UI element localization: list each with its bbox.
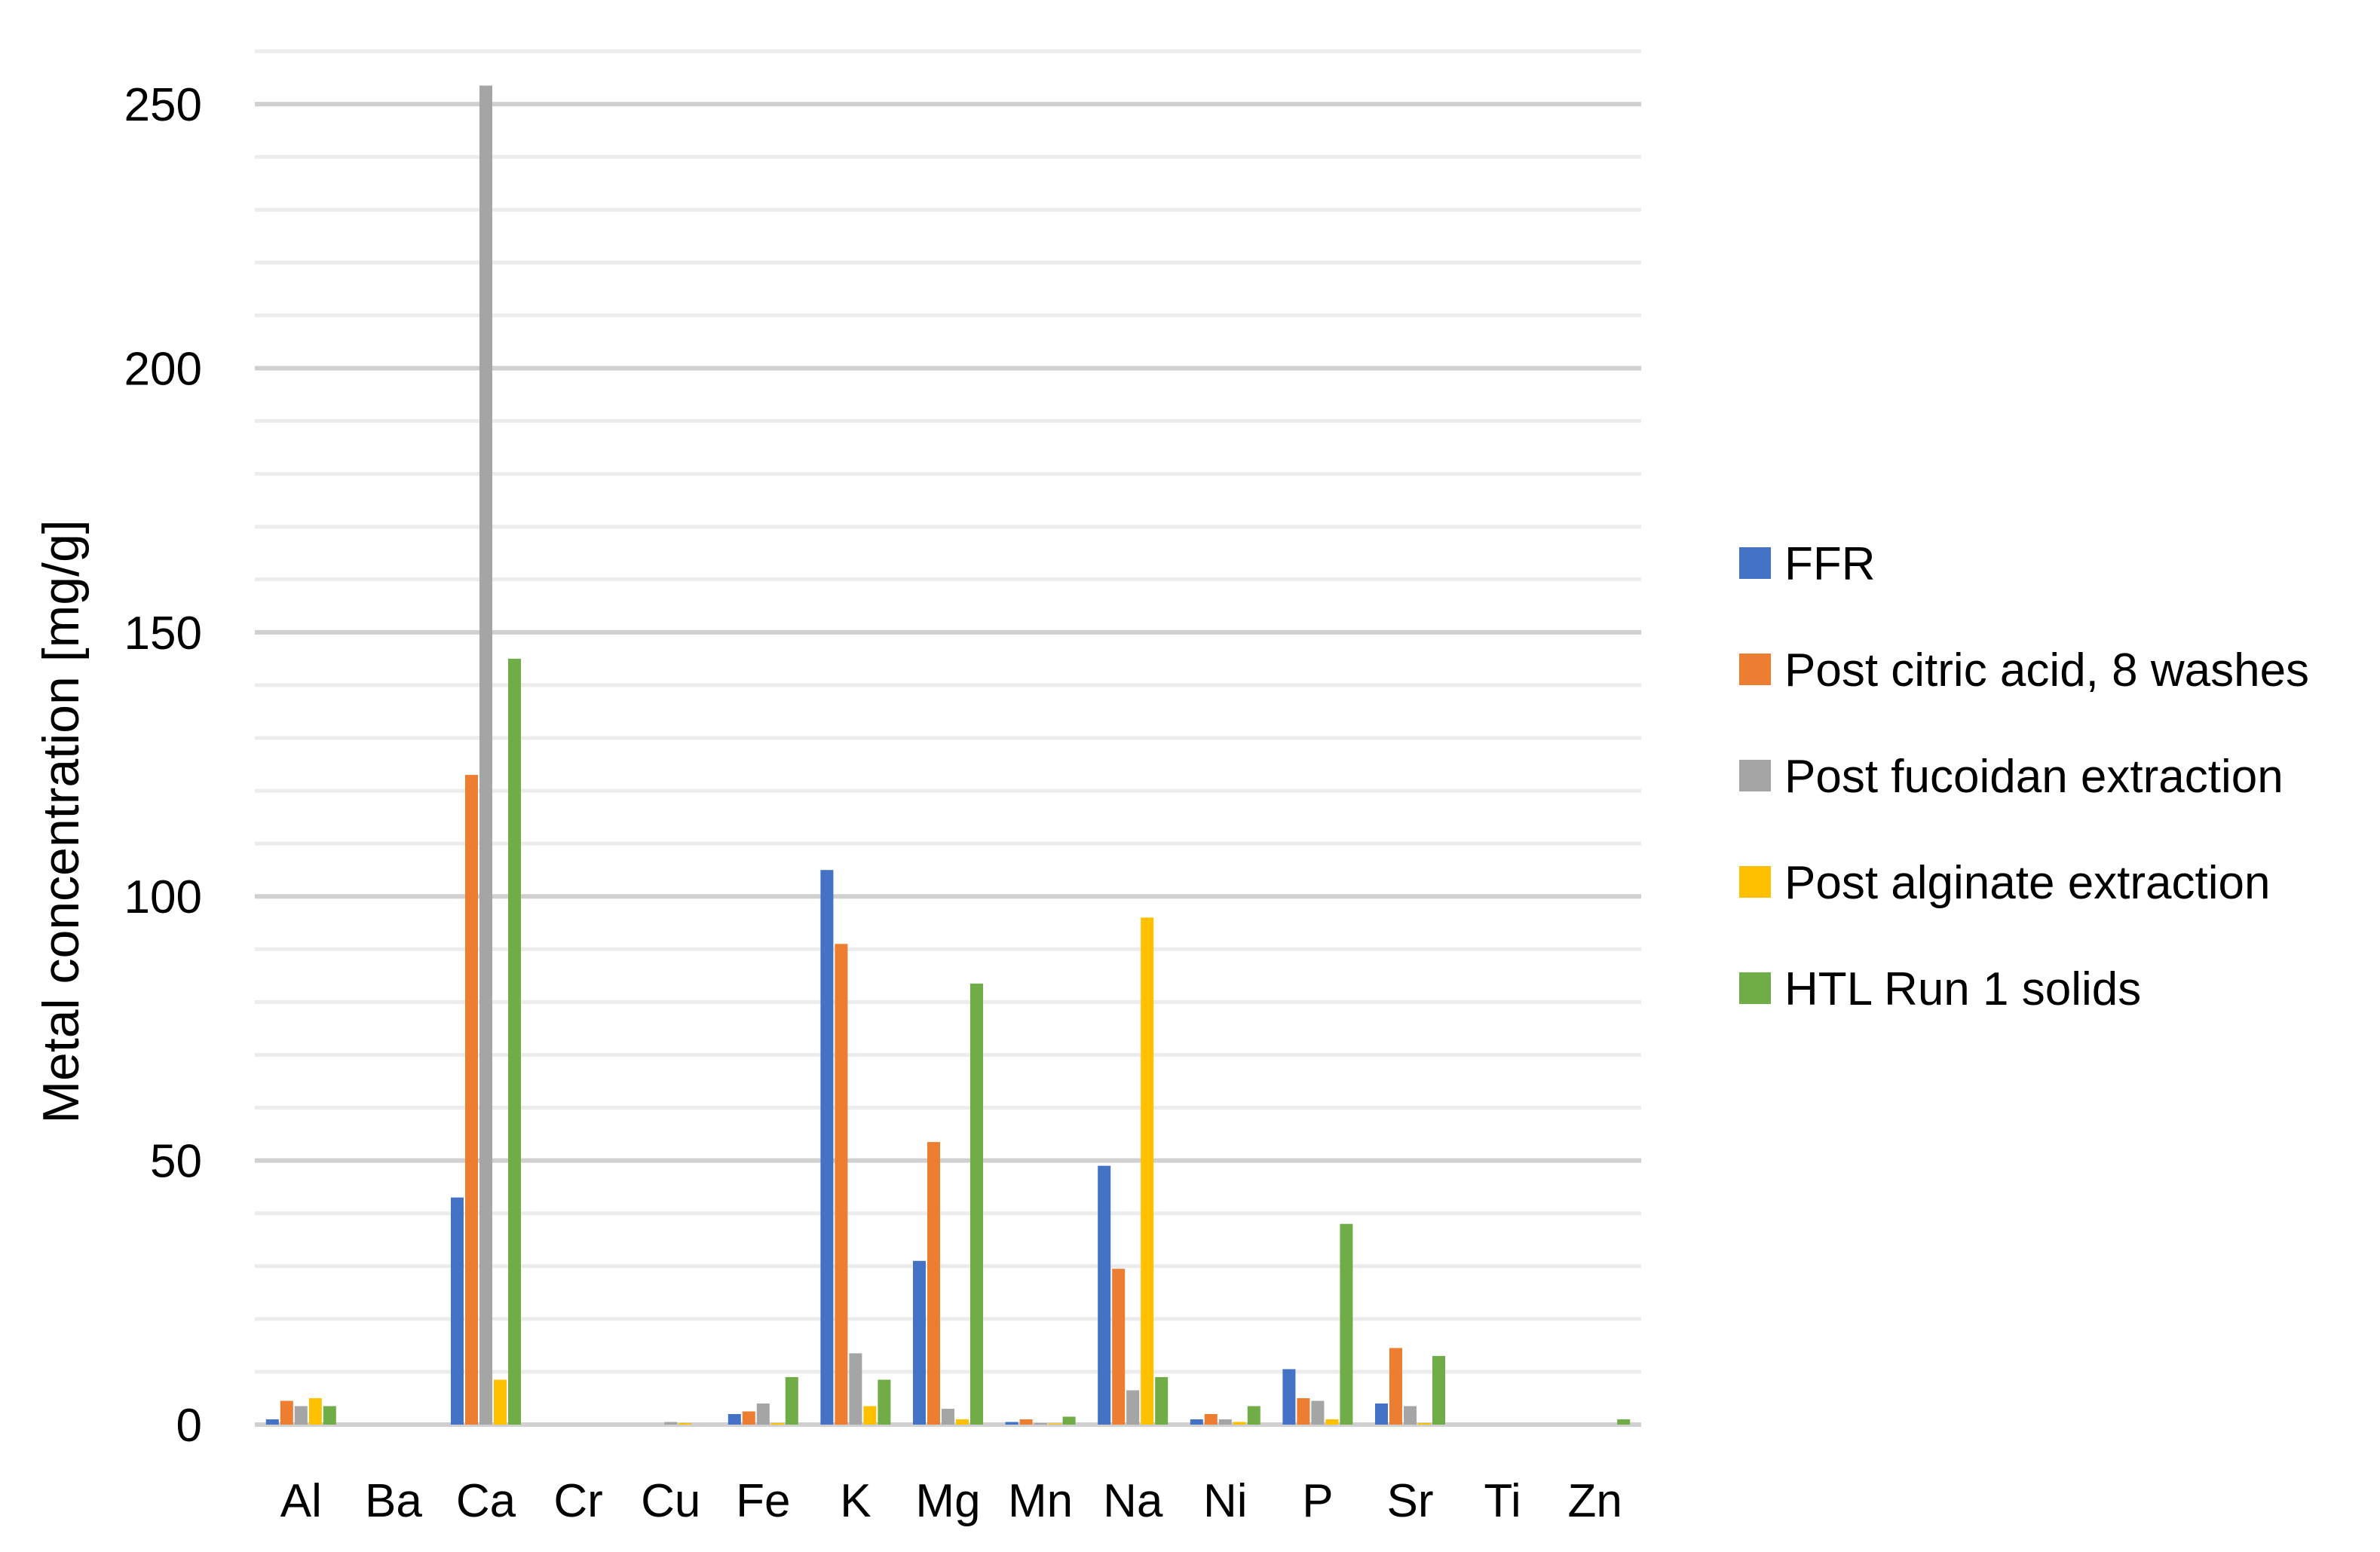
bar-ni-series-5 [1247, 1406, 1260, 1425]
bar-k-series-3 [849, 1353, 862, 1425]
bar-na-series-2 [1112, 1269, 1126, 1425]
bar-na-series-1 [1098, 1165, 1111, 1425]
bar-ca-series-4 [494, 1379, 507, 1425]
x-tick-label: Ni [1203, 1475, 1248, 1527]
x-tick-label: Ti [1484, 1475, 1521, 1527]
bar-ca-series-2 [465, 775, 478, 1425]
bar-p-series-2 [1297, 1397, 1310, 1425]
bar-fe-series-5 [785, 1376, 798, 1425]
bar-al-series-1 [265, 1419, 279, 1425]
bar-sr-series-4 [1418, 1422, 1431, 1425]
bar-p-series-4 [1325, 1419, 1339, 1425]
bar-fe-series-4 [770, 1422, 784, 1425]
axes: 0 50 100 150 200 250 Al Ba Ca Cr Cu Fe K Mg Mn Na Ni P Sr T… [124, 79, 1622, 1527]
x-tick-label: K [840, 1475, 871, 1527]
bar-cu-series-3 [664, 1422, 678, 1425]
bar-ni-series-4 [1233, 1422, 1246, 1425]
bar-p-series-5 [1340, 1223, 1353, 1425]
bar-mn-series-4 [1048, 1423, 1061, 1425]
bar-mg-series-3 [942, 1408, 954, 1425]
x-tick-label: Sr [1387, 1475, 1434, 1527]
bar-ni-series-3 [1218, 1419, 1232, 1425]
bar-ca-series-3 [479, 85, 492, 1425]
bar-sr-series-3 [1404, 1406, 1417, 1425]
x-tick-label: Zn [1568, 1475, 1622, 1527]
bar-p-series-3 [1311, 1400, 1325, 1425]
y-axis-title: Metal concentration [mg/g] [32, 519, 90, 1123]
bar-sr-series-2 [1389, 1348, 1402, 1425]
bar-mg-series-4 [956, 1419, 969, 1425]
legend-label: Post citric acid, 8 washes [1784, 644, 2309, 696]
x-tick-label: Ca [456, 1475, 516, 1527]
legend-label: Post fucoidan extraction [1784, 751, 2284, 803]
bar-ca-series-5 [508, 658, 521, 1425]
bar-k-series-2 [835, 944, 848, 1425]
bar-sr-series-1 [1375, 1403, 1388, 1425]
bar-al-series-2 [280, 1400, 293, 1425]
legend: FFR Post citric acid, 8 washes Post fucoid… [1739, 538, 2309, 1015]
bar-sr-series-5 [1432, 1355, 1445, 1425]
legend-swatch [1739, 972, 1771, 1004]
y-tick-label: 250 [124, 79, 202, 131]
bar-mg-series-1 [913, 1260, 926, 1425]
bar-cu-series-4 [678, 1422, 692, 1425]
bar-mn-series-2 [1019, 1419, 1033, 1425]
legend-swatch [1739, 760, 1771, 791]
bar-na-series-5 [1155, 1376, 1169, 1425]
y-tick-label: 50 [150, 1136, 202, 1188]
legend-label: FFR [1784, 538, 1876, 590]
x-tick-label: Al [280, 1475, 322, 1527]
x-tick-label: P [1302, 1475, 1333, 1527]
bar-fe-series-2 [742, 1411, 755, 1425]
bar-zn-series-5 [1617, 1419, 1631, 1425]
bar-k-series-1 [820, 870, 834, 1425]
bar-fe-series-1 [727, 1413, 741, 1425]
bar-mg-series-2 [927, 1142, 940, 1425]
y-tick-label: 150 [124, 608, 202, 660]
bar-fe-series-3 [756, 1403, 770, 1425]
legend-swatch [1739, 866, 1771, 898]
bar-ni-series-1 [1190, 1419, 1203, 1425]
bar-al-series-3 [294, 1406, 308, 1425]
x-tick-label: Mn [1008, 1475, 1073, 1527]
y-tick-label: 0 [176, 1400, 202, 1452]
bar-al-series-4 [308, 1397, 322, 1425]
bars [265, 85, 1631, 1425]
legend-label: HTL Run 1 solids [1784, 963, 2141, 1015]
x-tick-label: Cu [641, 1475, 700, 1527]
bar-al-series-5 [323, 1406, 336, 1425]
bar-k-series-4 [863, 1406, 877, 1425]
x-tick-label: Ba [365, 1475, 422, 1527]
bar-mn-series-3 [1034, 1422, 1047, 1425]
bar-na-series-3 [1126, 1390, 1140, 1425]
x-tick-label: Na [1103, 1475, 1163, 1527]
bar-ni-series-2 [1204, 1413, 1218, 1425]
bar-ca-series-1 [451, 1197, 464, 1425]
bar-na-series-4 [1141, 917, 1154, 1425]
y-tick-label: 200 [124, 343, 202, 395]
bar-mg-series-5 [970, 983, 983, 1425]
bar-k-series-5 [878, 1379, 891, 1425]
legend-label: Post alginate extraction [1784, 857, 2271, 909]
legend-swatch [1739, 547, 1771, 579]
legend-swatch [1739, 654, 1771, 685]
bar-mn-series-5 [1062, 1416, 1076, 1425]
bar-mn-series-1 [1005, 1422, 1018, 1425]
x-tick-label: Mg [915, 1475, 980, 1527]
x-tick-label: Fe [736, 1475, 790, 1527]
y-tick-label: 100 [124, 871, 202, 923]
bar-p-series-1 [1282, 1369, 1296, 1425]
x-tick-label: Cr [553, 1475, 602, 1527]
